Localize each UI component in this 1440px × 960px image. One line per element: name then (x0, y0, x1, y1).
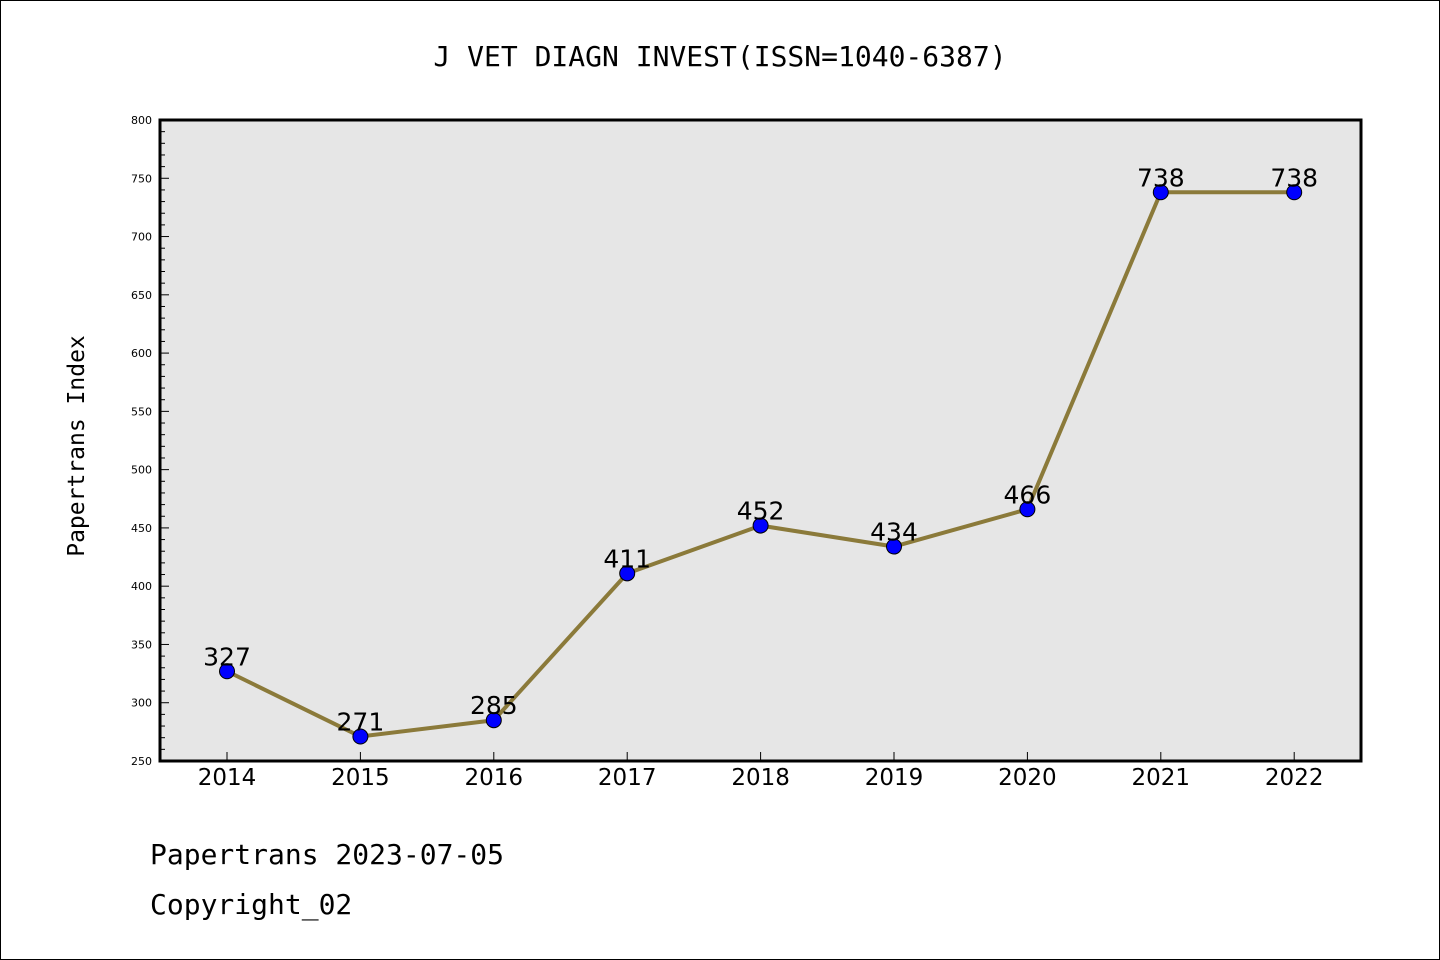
data-point (485, 712, 502, 729)
data-point (1286, 184, 1303, 201)
y-tick-label: 500 (131, 464, 152, 477)
x-tick-label: 2016 (465, 765, 524, 791)
data-label: 327 (203, 642, 251, 671)
data-label: 466 (1004, 480, 1052, 509)
footer-copyright: Copyright_02 (150, 888, 352, 922)
x-axis-tick-labels: 2014 2015 2016 2017 2018 2019 2020 2021 2022 (198, 765, 1324, 791)
plot-area (160, 120, 1361, 761)
data-label: 271 (337, 708, 385, 737)
x-tick-label: 2020 (998, 765, 1057, 791)
y-tick-label: 650 (131, 289, 152, 302)
y-tick-label: 350 (131, 638, 152, 651)
series-markers (219, 184, 1303, 745)
chart-title: J VET DIAGN INVEST(ISSN=1040-6387) (433, 40, 1006, 73)
y-tick-label: 300 (131, 697, 152, 710)
y-tick-label: 250 (131, 755, 152, 768)
y-tick-label: 400 (131, 580, 152, 593)
y-tick-label: 700 (131, 231, 152, 244)
x-tick-label: 2014 (198, 765, 257, 791)
y-axis-tick-labels: 250 300 350 400 450 500 550 600 650 700 750 800 (131, 114, 152, 768)
data-point (752, 517, 769, 534)
data-label: 411 (603, 544, 651, 573)
data-point (619, 565, 636, 582)
x-tick-label: 2015 (331, 765, 390, 791)
data-point (1152, 184, 1169, 201)
footer-date: Papertrans 2023-07-05 (150, 838, 504, 871)
x-tick-label: 2018 (731, 765, 790, 791)
data-label: 434 (870, 518, 918, 547)
x-tick-label: 2022 (1265, 765, 1324, 791)
y-tick-label: 450 (131, 522, 152, 535)
data-label: 738 (1270, 163, 1318, 192)
data-point (219, 663, 235, 680)
x-tick-label: 2019 (865, 765, 924, 791)
data-labels: 327 271 285 411 452 434 466 738 738 (203, 163, 1318, 736)
data-point (352, 728, 369, 745)
x-tick-label: 2021 (1132, 765, 1191, 791)
data-label: 452 (737, 497, 785, 526)
data-label: 738 (1137, 163, 1185, 192)
data-label: 285 (470, 691, 518, 720)
y-axis-label: Papertrans Index (64, 335, 90, 557)
x-tick-label: 2017 (598, 765, 657, 791)
plot-frame (158, 118, 1363, 763)
y-tick-label: 750 (131, 172, 152, 185)
data-point (886, 538, 902, 555)
y-tick-label: 550 (131, 405, 152, 418)
y-tick-label: 800 (131, 114, 152, 127)
data-point (1019, 501, 1036, 518)
y-tick-label: 600 (131, 347, 152, 360)
